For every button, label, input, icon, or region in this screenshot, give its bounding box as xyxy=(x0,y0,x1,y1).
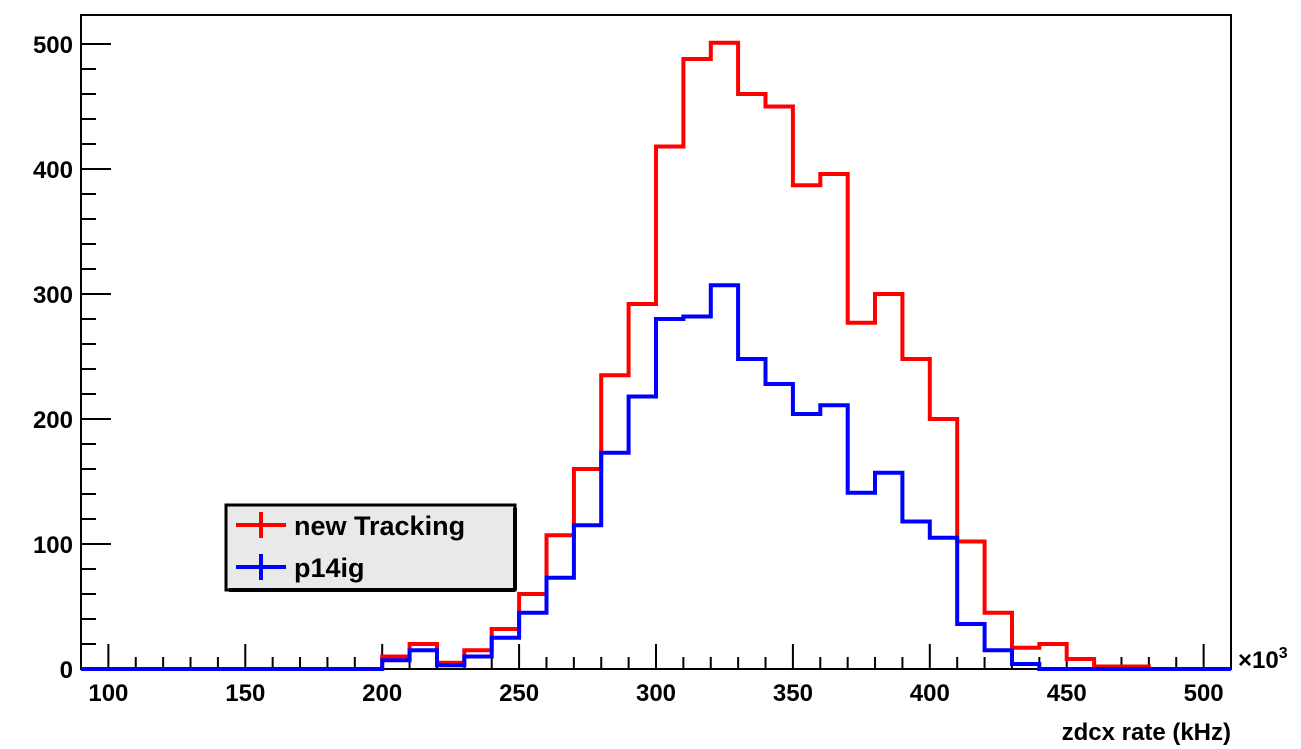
x-tick-label: 400 xyxy=(910,680,950,707)
x-tick-label: 450 xyxy=(1047,680,1087,707)
y-tick-label: 200 xyxy=(33,407,73,434)
y-tick-label: 100 xyxy=(33,532,73,559)
x-tick-label: 200 xyxy=(362,680,402,707)
x-multiplier-exponent: 3 xyxy=(1279,645,1288,662)
series-layer xyxy=(81,40,1231,671)
y-tick-label: 400 xyxy=(33,157,73,184)
x-tick-label: 500 xyxy=(1184,680,1224,707)
x-tick-label: 300 xyxy=(636,680,676,707)
x-axis-title: zdcx rate (kHz) xyxy=(1062,719,1231,746)
legend: new Tracking p14ig xyxy=(224,503,517,592)
legend-label: new Tracking xyxy=(294,511,465,541)
x-tick-label: 100 xyxy=(88,680,128,707)
x-axis-multiplier: ×103 xyxy=(1238,645,1288,674)
x-multiplier-base: ×10 xyxy=(1238,647,1279,674)
y-tick-label: 300 xyxy=(33,282,73,309)
x-tick-label: 350 xyxy=(773,680,813,707)
legend-label: p14ig xyxy=(294,553,365,583)
series-line xyxy=(81,283,1231,671)
x-tick-label: 150 xyxy=(225,680,265,707)
x-tick-label: 250 xyxy=(499,680,539,707)
y-tick-label: 500 xyxy=(33,32,73,59)
y-tick-label: 0 xyxy=(60,657,73,684)
